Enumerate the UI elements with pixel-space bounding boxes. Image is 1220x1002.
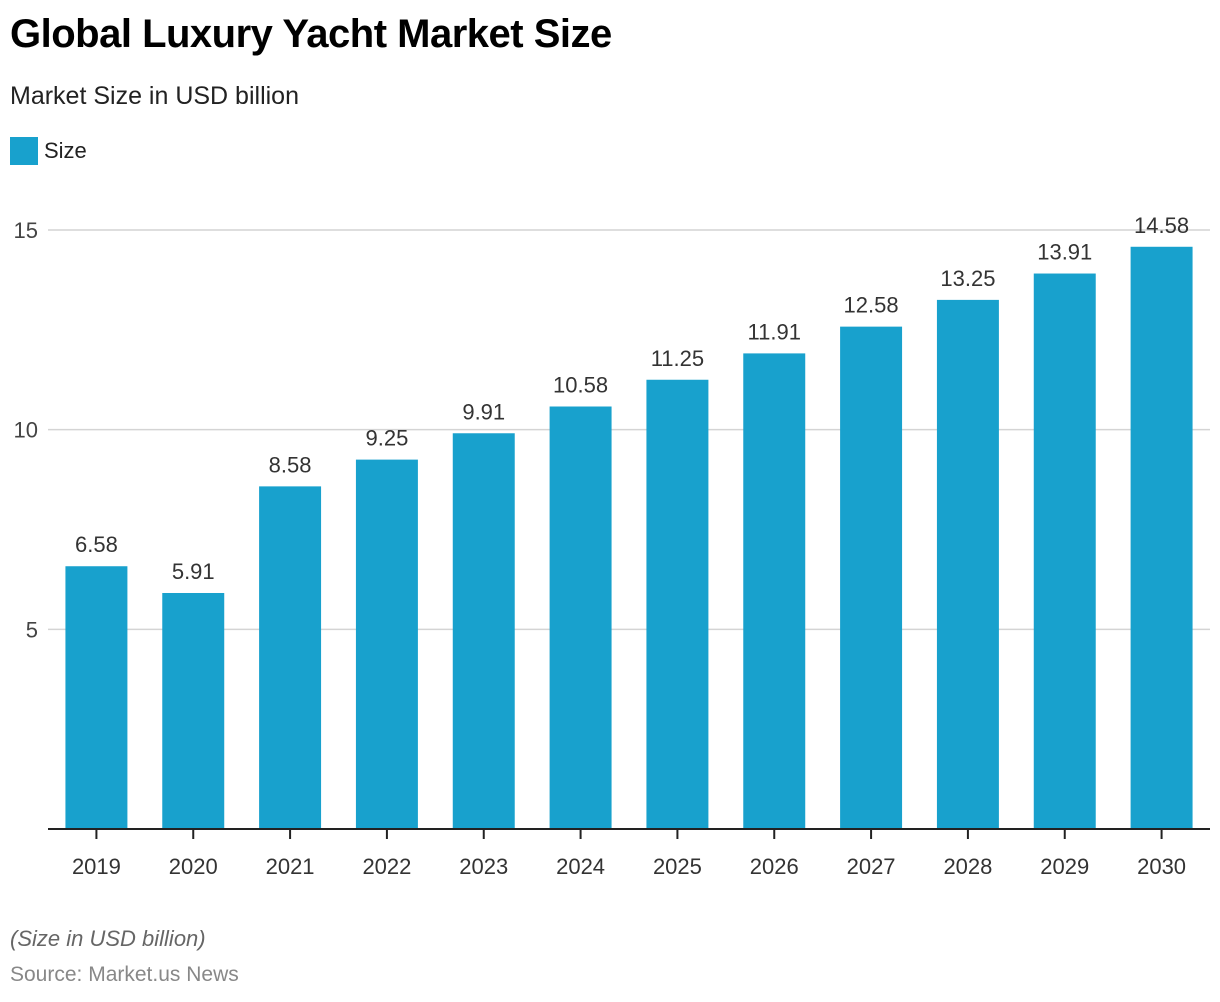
data-labels: 6.58 5.91 8.58 9.25 9.91 10.58 11.25 11.91 12.58… xyxy=(75,213,1189,584)
data-label: 13.91 xyxy=(1037,240,1092,265)
bar-2021 xyxy=(259,486,322,829)
x-tick-label: 2020 xyxy=(169,854,218,879)
x-tick-label: 2025 xyxy=(653,854,702,879)
legend-swatch-size xyxy=(10,137,38,165)
bars xyxy=(65,246,1193,830)
x-tick-label: 2026 xyxy=(750,854,799,879)
data-label: 11.25 xyxy=(651,346,704,371)
gridlines xyxy=(48,229,1210,631)
bar-2030 xyxy=(1130,246,1193,830)
data-label: 13.25 xyxy=(940,266,995,291)
y-tick-label: 15 xyxy=(14,218,38,243)
chart-note: (Size in USD billion) xyxy=(10,926,206,951)
bar-2026 xyxy=(743,353,806,829)
bar-2027 xyxy=(840,326,903,829)
y-tick-label: 5 xyxy=(26,617,38,642)
data-label: 14.58 xyxy=(1134,213,1189,238)
x-tick-label: 2024 xyxy=(556,854,605,879)
chart-subtitle: Market Size in USD billion xyxy=(10,82,299,110)
data-label: 8.58 xyxy=(269,452,312,477)
x-tick-label: 2028 xyxy=(943,854,992,879)
y-axis-ticks: 5 10 15 xyxy=(14,218,38,642)
bar-2028 xyxy=(936,299,999,830)
data-label: 9.91 xyxy=(462,399,505,424)
bar-2022 xyxy=(355,459,418,829)
bar-2029 xyxy=(1033,273,1096,829)
legend: Size xyxy=(10,137,87,165)
x-tick-label: 2023 xyxy=(459,854,508,879)
data-label: 11.91 xyxy=(748,319,801,344)
data-label: 6.58 xyxy=(75,532,118,557)
y-tick-label: 10 xyxy=(14,418,38,443)
x-tick-label: 2022 xyxy=(362,854,411,879)
data-label: 12.58 xyxy=(844,293,899,318)
data-label: 9.25 xyxy=(366,426,409,451)
x-tick-label: 2027 xyxy=(847,854,896,879)
data-label: 5.91 xyxy=(172,559,215,584)
x-tick-label: 2029 xyxy=(1040,854,1089,879)
x-tick-label: 2021 xyxy=(266,854,315,879)
x-tick-label: 2019 xyxy=(72,854,121,879)
bar-2019 xyxy=(65,566,128,829)
bar-2025 xyxy=(646,379,709,829)
data-label: 10.58 xyxy=(553,373,608,398)
legend-label-size: Size xyxy=(44,138,87,163)
x-axis: 2019 2020 2021 2022 2023 2024 2025 2026 2027 2028… xyxy=(48,828,1210,879)
bar-2024 xyxy=(549,406,612,829)
bar-2023 xyxy=(452,433,515,829)
x-tick-label: 2030 xyxy=(1137,854,1186,879)
chart-title: Global Luxury Yacht Market Size xyxy=(10,12,612,56)
bar-2020 xyxy=(162,592,225,829)
chart-source: Source: Market.us News xyxy=(10,963,239,986)
